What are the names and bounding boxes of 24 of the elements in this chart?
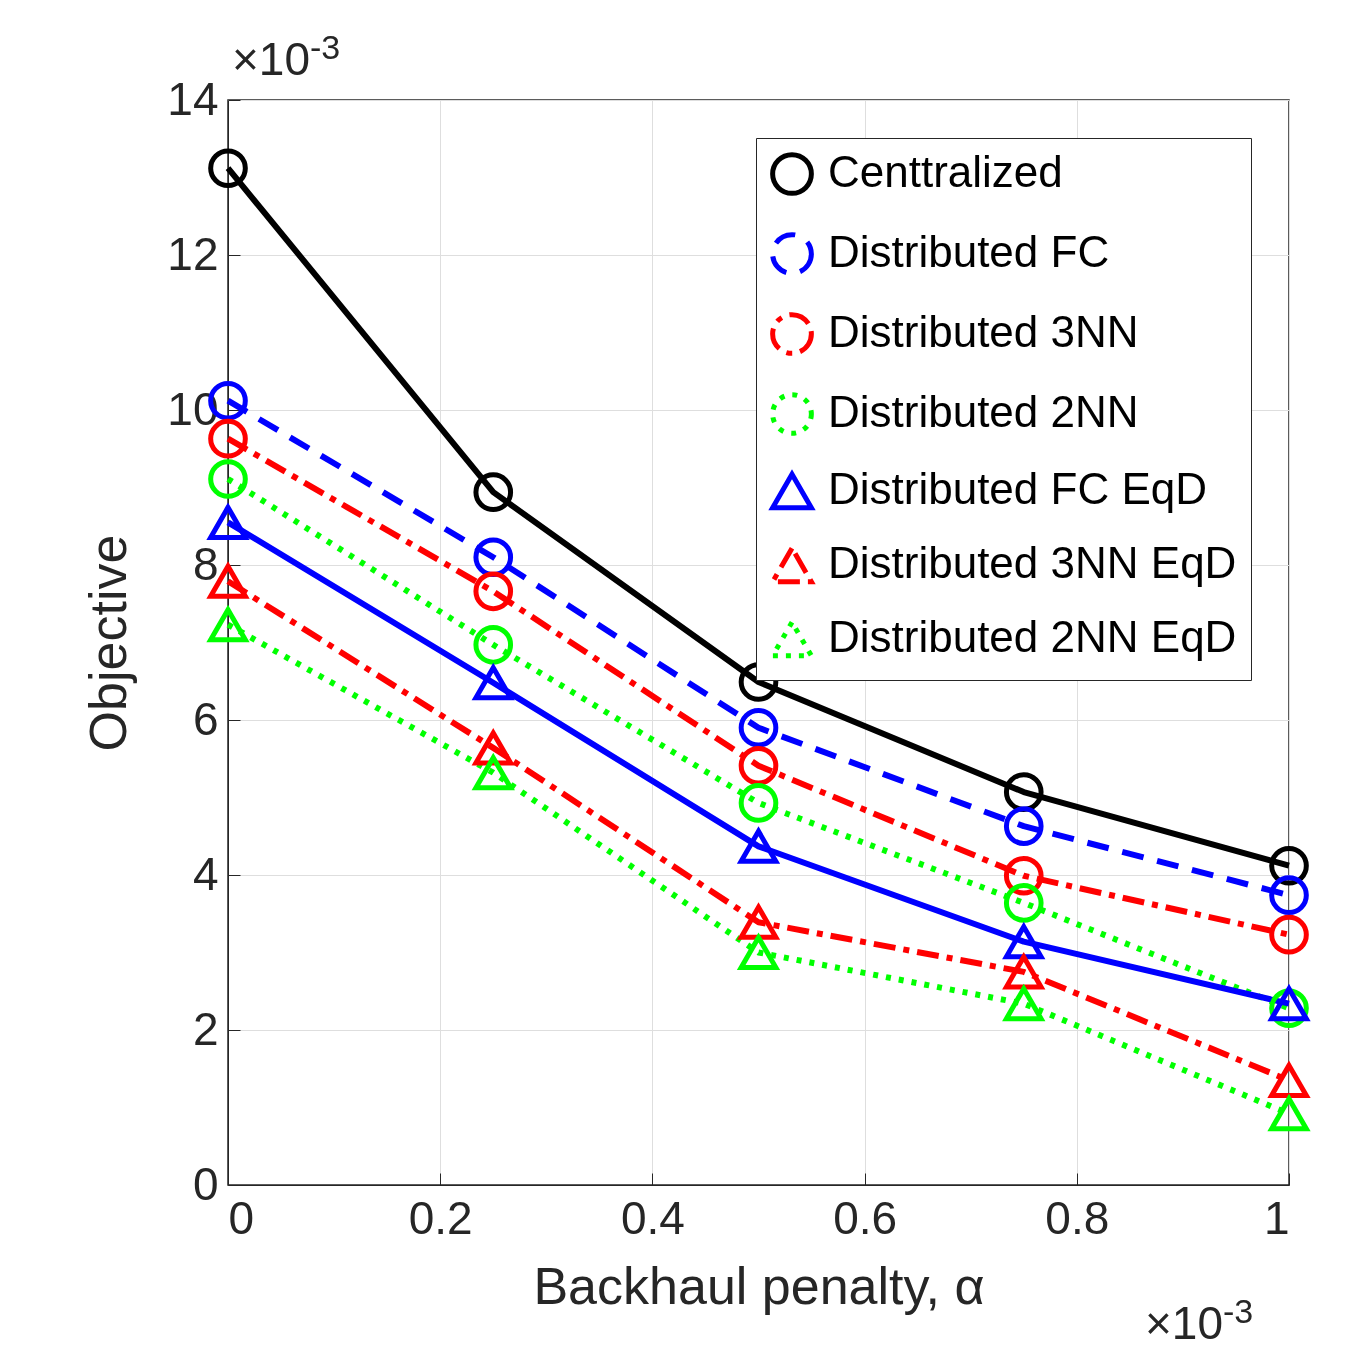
y-tick-label: 2	[192, 1002, 219, 1055]
x-tick-label: 0.6	[833, 1191, 898, 1244]
legend-label: Distributed FC	[828, 227, 1110, 276]
legend-label: Distributed 3NN	[828, 307, 1139, 356]
x-axis-title: Backhaul penalty, α	[533, 1256, 985, 1315]
text: ×10$^{-3}$	[1145, 1292, 1254, 1351]
y-tick-label: 12	[167, 227, 219, 280]
legend-label: Distributed FC EqD	[828, 464, 1208, 513]
x-tick-label: 0.4	[620, 1191, 685, 1244]
x-tick-label: 1	[1263, 1191, 1290, 1244]
y-tick-label: 14	[167, 72, 219, 125]
legend-label: Distributed 2NN	[828, 387, 1139, 436]
legend-label: Centtralized	[828, 147, 1063, 196]
legend-label: Distributed 3NN EqD	[828, 538, 1237, 587]
text: ×10$^{-3}$	[232, 28, 341, 87]
y-tick-label: 4	[192, 847, 219, 900]
x-tick-label: 0.8	[1045, 1191, 1110, 1244]
legend-label: Distributed 2NN EqD	[828, 612, 1237, 661]
y-tick-label: 0	[192, 1157, 219, 1210]
y-tick-label: 6	[192, 692, 219, 745]
x-tick-label: 0.2	[408, 1191, 473, 1244]
y-axis-title: Objective	[79, 534, 138, 752]
y-tick-label: 8	[192, 537, 219, 590]
x-tick-label: 0	[228, 1191, 255, 1244]
